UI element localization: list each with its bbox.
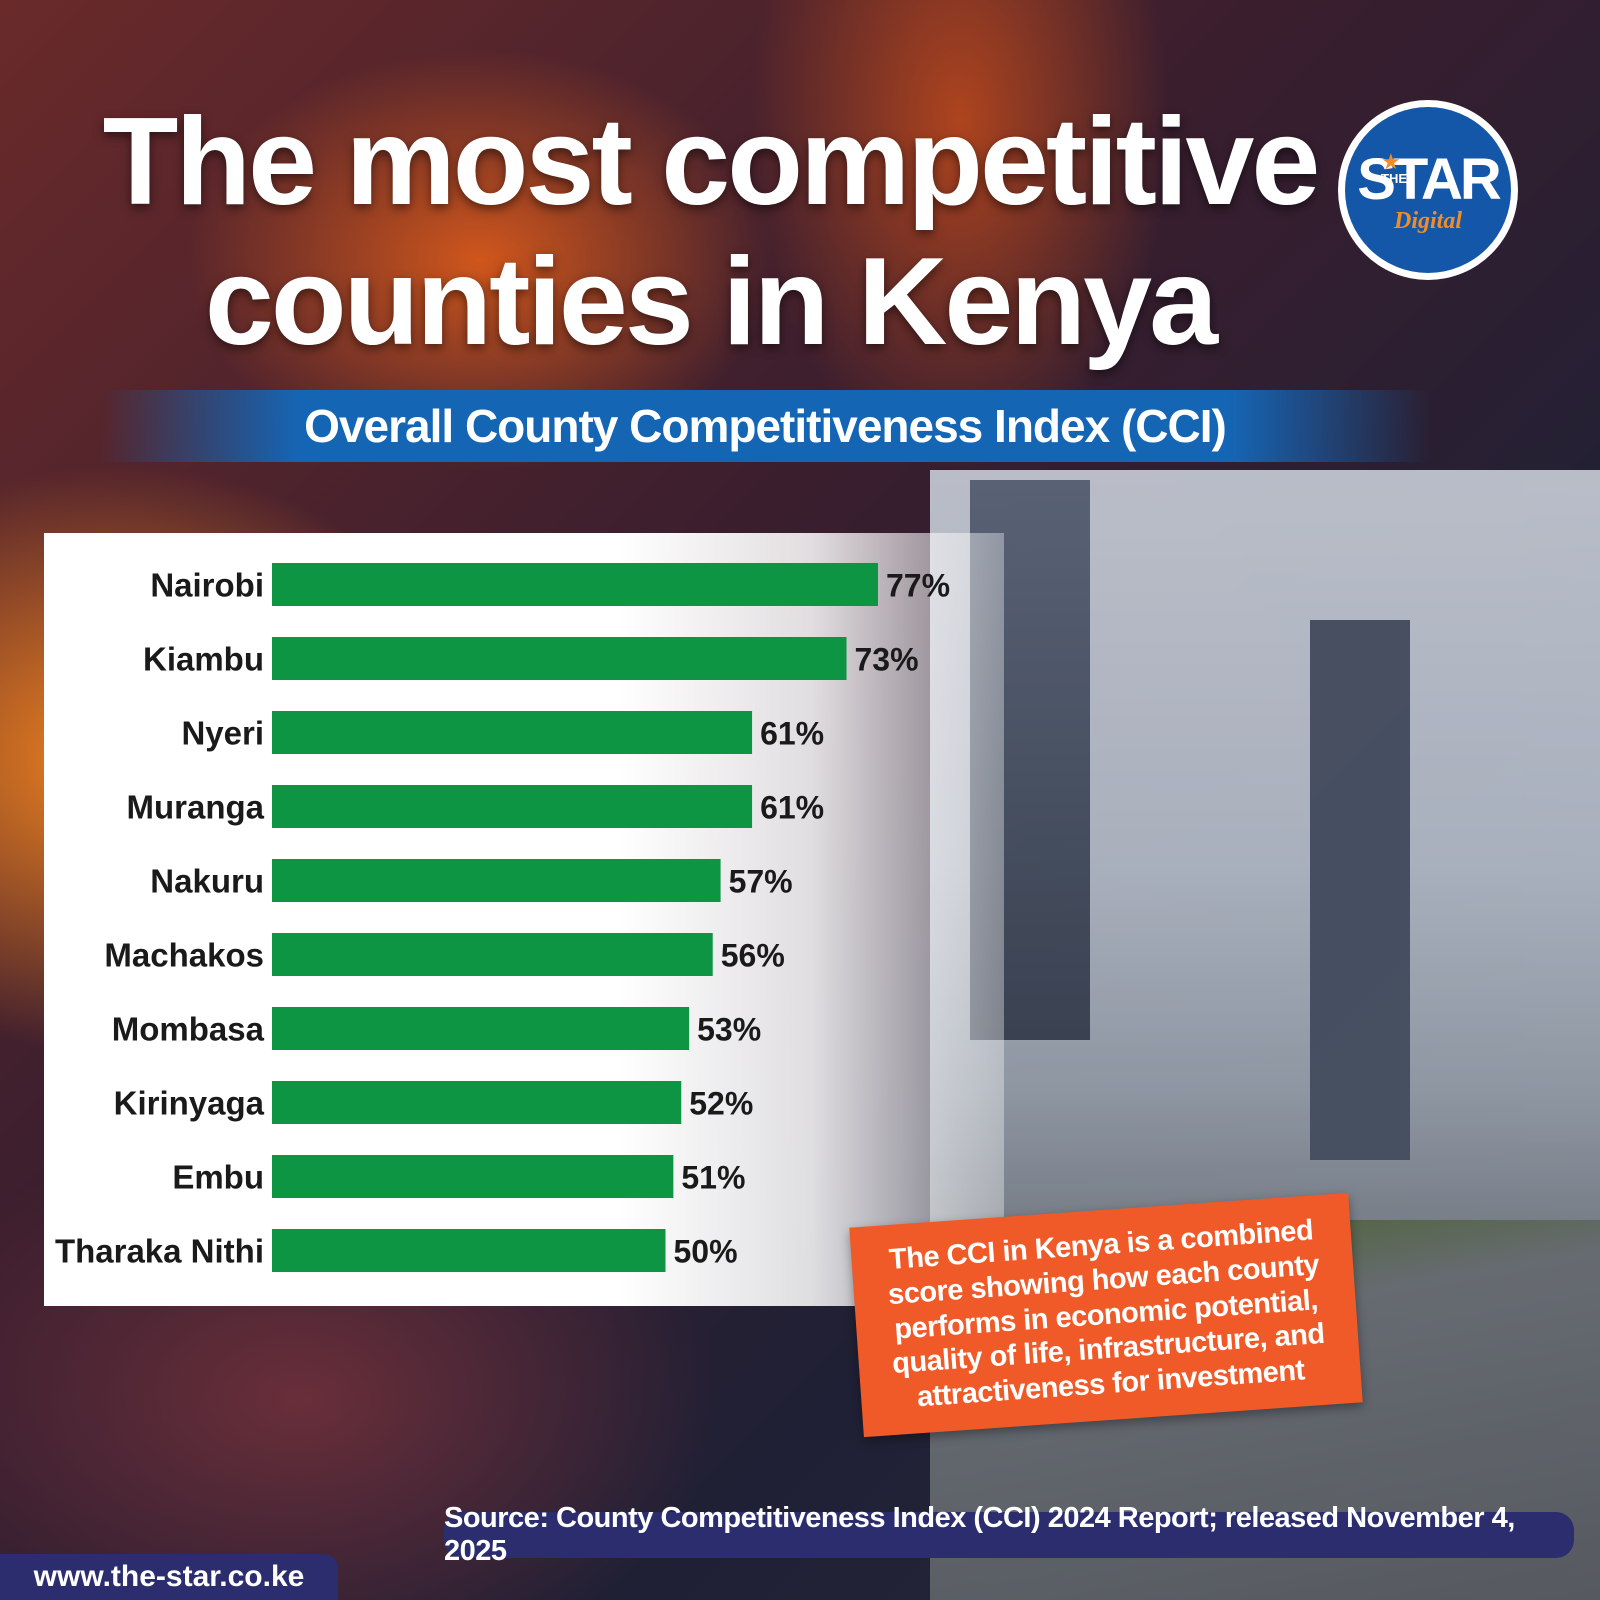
- category-label: Nairobi: [150, 567, 264, 604]
- bar: [272, 1229, 666, 1272]
- bar: [272, 1155, 674, 1198]
- bar: [272, 933, 713, 976]
- value-label: 56%: [721, 938, 785, 974]
- bar: [272, 563, 878, 606]
- subtitle-banner: Overall County Competitiveness Index (CC…: [100, 390, 1430, 462]
- value-label: 52%: [689, 1086, 753, 1122]
- category-label: Kirinyaga: [114, 1085, 265, 1122]
- logo-badge: ★ THE STAR Digital: [1345, 107, 1511, 273]
- category-label: Nakuru: [150, 863, 264, 900]
- logo-digital: Digital: [1393, 208, 1462, 234]
- logo-star: STAR: [1357, 147, 1502, 212]
- callout-text: The CCI in Kenya is a combined score sho…: [887, 1214, 1326, 1414]
- value-label: 51%: [681, 1160, 745, 1196]
- website-link[interactable]: www.the-star.co.ke: [0, 1554, 338, 1600]
- category-label: Kiambu: [143, 641, 264, 678]
- title-line-2: counties in Kenya: [204, 233, 1218, 371]
- bar: [272, 1007, 690, 1050]
- title-line-1: The most competitive: [102, 93, 1321, 231]
- source-text: Source: County Competitiveness Index (CC…: [444, 1502, 1515, 1567]
- city-photo: [930, 470, 1600, 1600]
- value-label: 73%: [855, 642, 919, 678]
- value-label: 50%: [674, 1234, 738, 1270]
- website-url: www.the-star.co.ke: [33, 1560, 305, 1593]
- source-note: Source: County Competitiveness Index (CC…: [444, 1502, 1574, 1567]
- value-label: 53%: [697, 1012, 761, 1048]
- star-icon: ★: [1381, 149, 1401, 174]
- bar: [272, 785, 753, 828]
- category-label: Tharaka Nithi: [55, 1233, 264, 1270]
- bar: [272, 711, 753, 754]
- logo-the: THE: [1381, 171, 1407, 186]
- bar-chart: Nairobi 77% Kiambu 73% Nyeri 61% Muranga 61% Nak…: [55, 563, 950, 1272]
- cci-explanation-callout: The CCI in Kenya is a combined score sho…: [849, 1192, 1363, 1438]
- chart-subtitle: Overall County Competitiveness Index (CC…: [304, 400, 1227, 452]
- value-label: 57%: [729, 864, 793, 900]
- bar: [272, 1081, 682, 1124]
- value-label: 77%: [886, 568, 950, 604]
- category-label: Machakos: [104, 937, 264, 974]
- category-label: Muranga: [126, 789, 264, 826]
- bar: [272, 859, 721, 902]
- bar: [272, 637, 847, 680]
- category-label: Nyeri: [181, 715, 264, 752]
- the-star-logo: ★ THE STAR Digital: [1338, 100, 1518, 280]
- category-label: Mombasa: [112, 1011, 265, 1048]
- value-label: 61%: [760, 716, 824, 752]
- category-label: Embu: [172, 1159, 264, 1196]
- value-label: 61%: [760, 790, 824, 826]
